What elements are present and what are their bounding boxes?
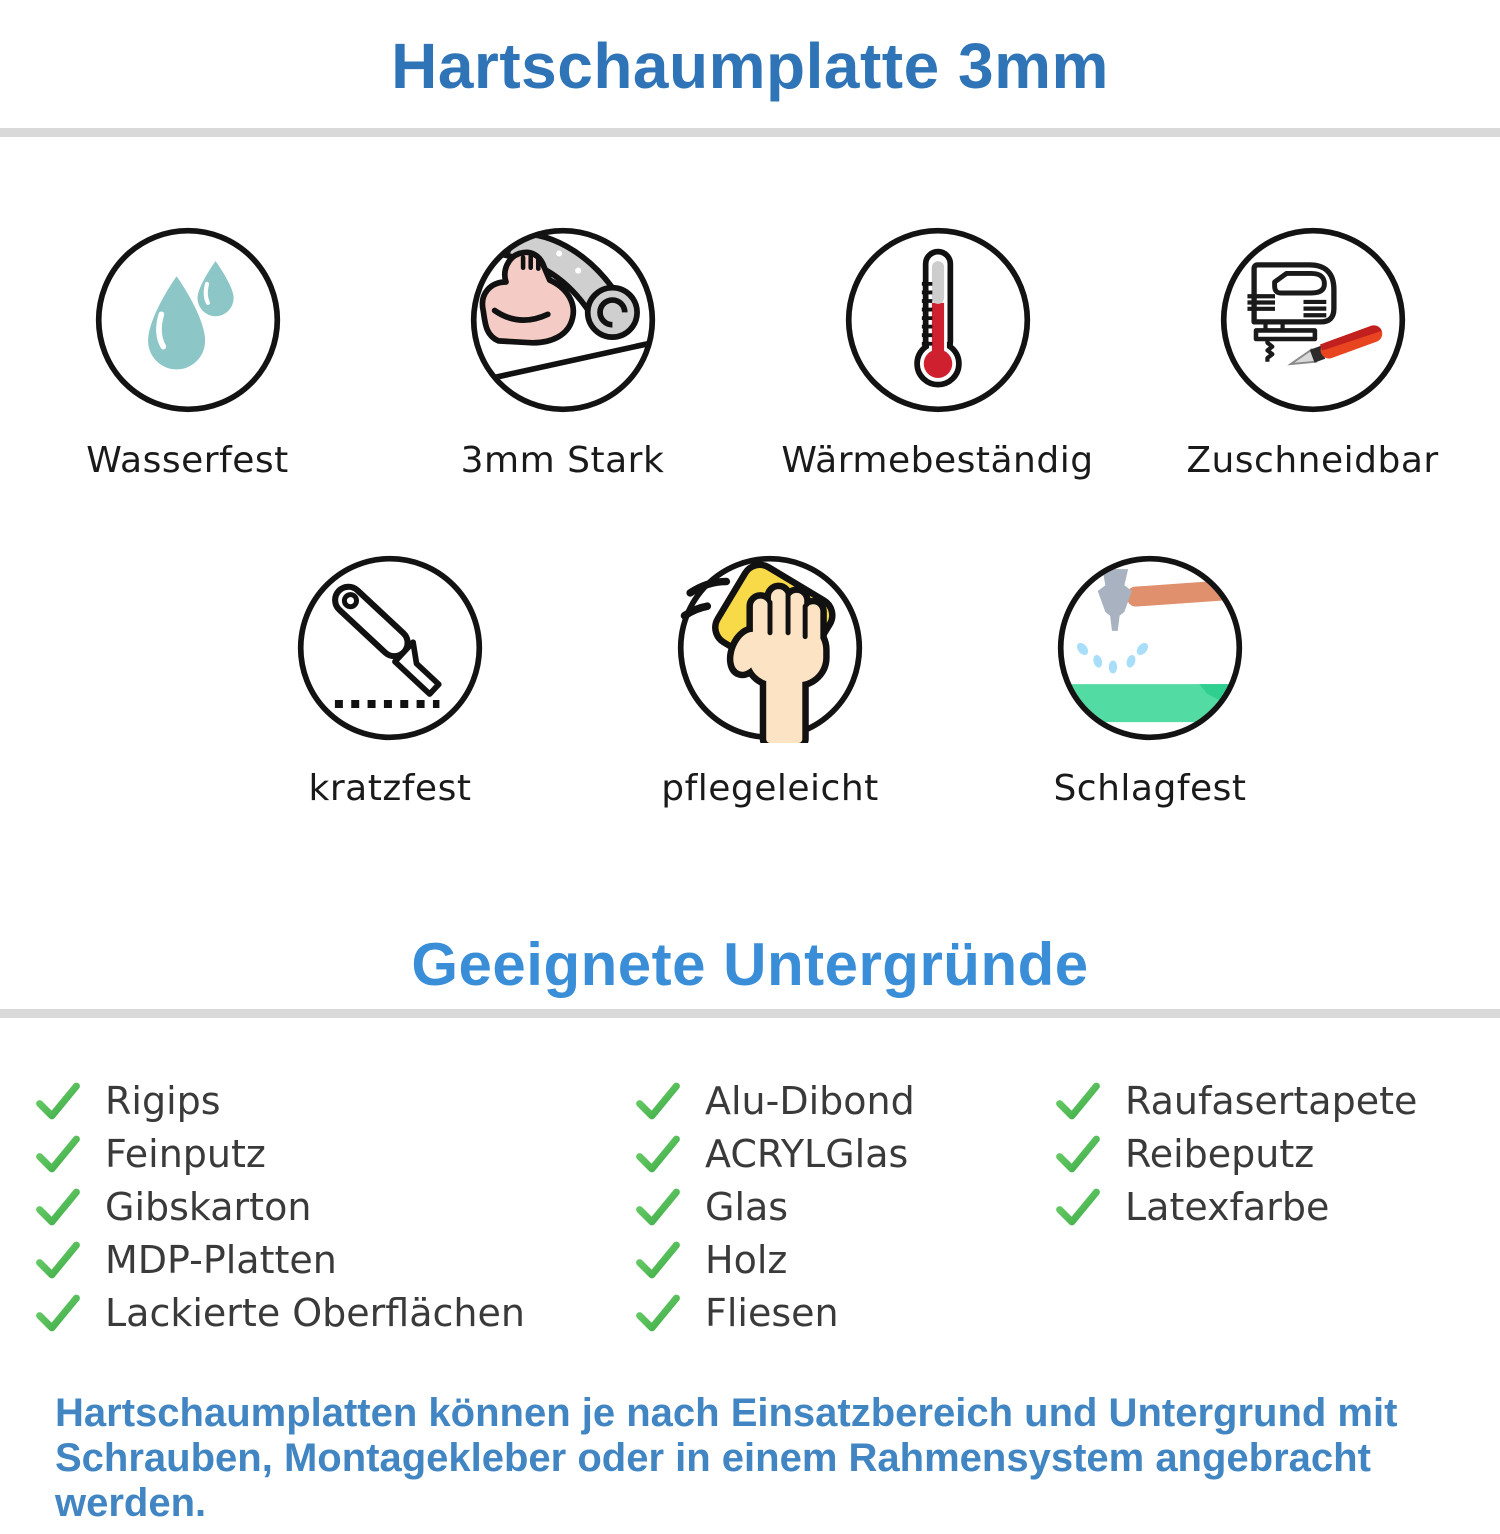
feature-label: Schlagfest — [1053, 768, 1247, 809]
divider-middle — [0, 1009, 1500, 1018]
feature-impact-proof: Schlagfest — [960, 553, 1340, 807]
feature-label: pflegeleicht — [661, 768, 879, 809]
list-item: MDP-Platten — [35, 1233, 635, 1286]
checkmark-icon — [636, 1082, 680, 1119]
list-item: Latexfarbe — [1055, 1180, 1495, 1233]
checklist-column-3: Raufasertapete Reibeputz Latexfarbe — [1055, 1074, 1495, 1339]
feature-heat-resistant: Wärmebeständig — [750, 225, 1125, 479]
feature-label: 3mm Stark — [460, 440, 665, 481]
list-item-label: ACRYLGlas — [705, 1131, 909, 1176]
mounting-note: Hartschaumplatten können je nach Einsatz… — [55, 1391, 1398, 1525]
checkmark-icon — [36, 1082, 80, 1119]
list-item-label: Feinputz — [105, 1131, 266, 1176]
hammer-impact-icon — [1057, 555, 1243, 741]
cleaning-hand-icon — [677, 555, 863, 743]
feature-thickness: 3mm Stark — [375, 225, 750, 479]
list-item: Feinputz — [35, 1127, 635, 1180]
feature-easy-care: pflegeleicht — [580, 553, 960, 807]
checkmark-icon — [36, 1188, 80, 1225]
list-item: ACRYLGlas — [635, 1127, 1055, 1180]
checkmark-icon — [636, 1188, 680, 1225]
utility-knife-icon — [297, 555, 483, 741]
checkmark-icon — [36, 1294, 80, 1331]
checkmark-icon — [1056, 1135, 1100, 1172]
list-item: Lackierte Oberflächen — [35, 1286, 635, 1339]
list-item-label: Alu-Dibond — [705, 1078, 915, 1123]
feature-cuttable: Zuschneidbar — [1125, 225, 1500, 479]
list-item: Reibeputz — [1055, 1127, 1495, 1180]
checkmark-icon — [636, 1135, 680, 1172]
list-item-label: Glas — [705, 1184, 789, 1229]
checkmark-icon — [636, 1294, 680, 1331]
list-item-label: MDP-Platten — [105, 1237, 337, 1282]
list-item-label: Lackierte Oberflächen — [105, 1290, 525, 1335]
list-item: Holz — [635, 1233, 1055, 1286]
substrates-heading: Geeignete Untergründe — [411, 931, 1089, 998]
list-item-label: Raufasertapete — [1125, 1078, 1418, 1123]
divider-top — [0, 128, 1500, 137]
feature-label: kratzfest — [308, 768, 472, 809]
feature-scratch-proof: kratzfest — [200, 553, 580, 807]
checkmark-icon — [1056, 1082, 1100, 1119]
jigsaw-knife-icon — [1220, 227, 1405, 413]
list-item: Glas — [635, 1180, 1055, 1233]
list-item-label: Fliesen — [705, 1290, 839, 1335]
list-item: Alu-Dibond — [635, 1074, 1055, 1127]
feature-row-1: Wasserfest 3mm Stark — [0, 225, 1500, 479]
checkmark-icon — [636, 1241, 680, 1278]
feature-label: Wasserfest — [86, 440, 289, 481]
list-item-label: Rigips — [105, 1078, 221, 1123]
list-item: Gibskarton — [35, 1180, 635, 1233]
list-item-label: Holz — [705, 1237, 788, 1282]
feature-label: Zuschneidbar — [1186, 440, 1439, 481]
list-item-label: Latexfarbe — [1125, 1184, 1330, 1229]
page-title: Hartschaumplatte 3mm — [391, 30, 1109, 102]
product-infographic: { "title": "Hartschaumplatte 3mm", "feat… — [0, 34, 1500, 1534]
list-item-label: Reibeputz — [1125, 1131, 1315, 1176]
muscle-arm-roll-icon — [470, 227, 655, 413]
checkmark-icon — [1056, 1188, 1100, 1225]
thermometer-icon — [845, 227, 1030, 413]
feature-waterproof: Wasserfest — [0, 225, 375, 479]
checkmark-icon — [36, 1135, 80, 1172]
feature-label: Wärmebeständig — [781, 440, 1094, 481]
checklist-column-1: Rigips Feinputz Gibskarton MDP-Platten L… — [35, 1074, 635, 1339]
water-drops-icon — [95, 227, 280, 413]
substrates-checklist: Rigips Feinputz Gibskarton MDP-Platten L… — [0, 1074, 1500, 1339]
checklist-column-2: Alu-Dibond ACRYLGlas Glas Holz Fliesen — [635, 1074, 1055, 1339]
checkmark-icon — [36, 1241, 80, 1278]
list-item-label: Gibskarton — [105, 1184, 312, 1229]
feature-row-2: kratzfest pflegeleicht — [200, 553, 1340, 807]
list-item: Rigips — [35, 1074, 635, 1127]
list-item: Raufasertapete — [1055, 1074, 1495, 1127]
list-item: Fliesen — [635, 1286, 1055, 1339]
